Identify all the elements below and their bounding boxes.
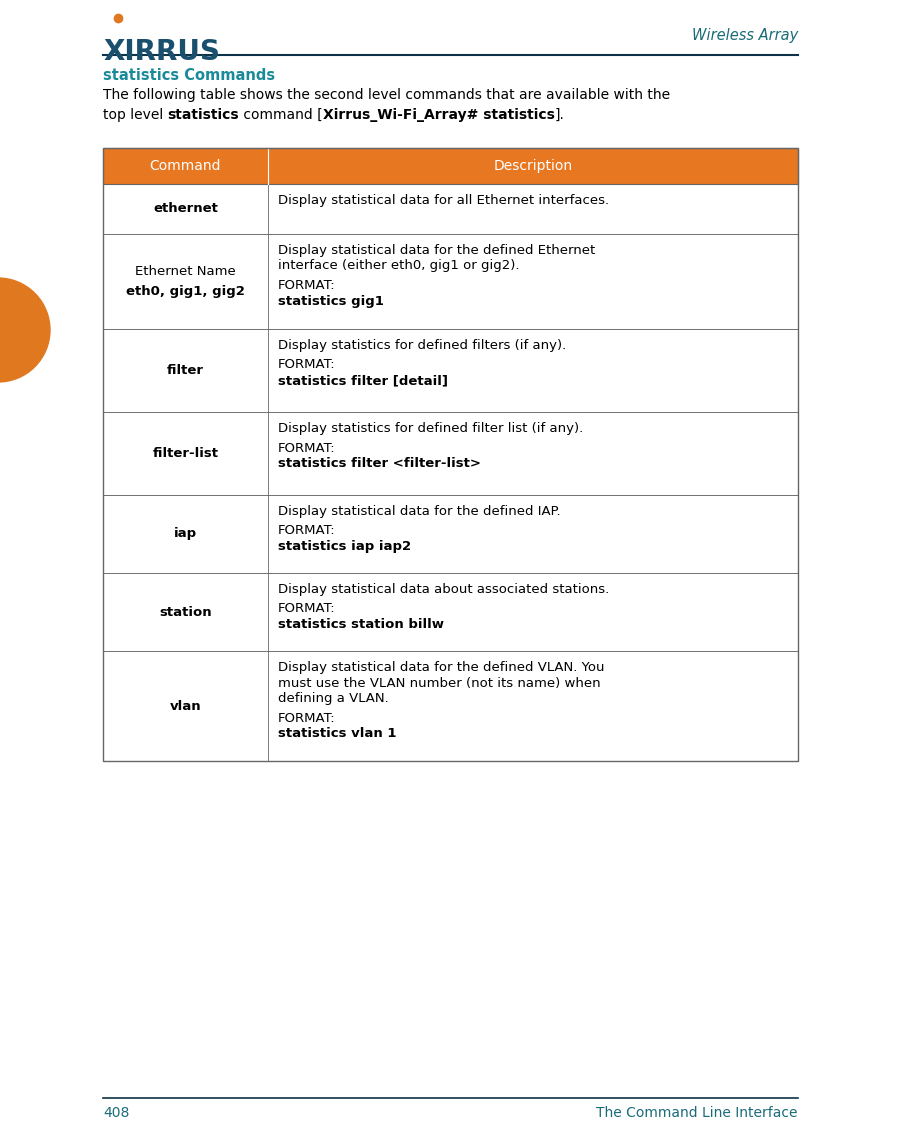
Text: ].: ]. [555,108,565,122]
Text: Display statistical data for all Ethernet interfaces.: Display statistical data for all Etherne… [278,194,609,207]
Text: station: station [159,605,212,619]
Text: FORMAT:: FORMAT: [278,525,336,537]
Text: statistics Commands: statistics Commands [103,68,275,83]
Text: statistics vlan 1: statistics vlan 1 [278,727,396,740]
Text: FORMAT:: FORMAT: [278,712,336,724]
Text: XIRRUS: XIRRUS [103,39,220,66]
Text: filter-list: filter-list [152,448,219,460]
Bar [103,495,798,573]
Text: must use the VLAN number (not its name) when: must use the VLAN number (not its name) … [278,676,601,690]
Text: Ethernet Name: Ethernet Name [135,265,236,278]
Text: Display statistical data for the defined IAP.: Display statistical data for the defined… [278,505,560,518]
Text: Display statistics for defined filters (if any).: Display statistics for defined filters (… [278,339,566,352]
Text: FORMAT:: FORMAT: [278,279,336,292]
Text: Command: Command [150,159,222,173]
Bar [103,412,798,495]
Bar [103,573,798,651]
Text: vlan: vlan [169,699,201,713]
Circle shape [0,278,50,382]
Text: filter: filter [167,364,204,377]
Text: The following table shows the second level commands that are available with the: The following table shows the second lev… [103,88,670,102]
Text: 408: 408 [103,1106,130,1121]
Bar [103,651,798,761]
Text: statistics iap iap2: statistics iap iap2 [278,540,411,553]
Bar [103,148,798,184]
Text: Display statistical data for the defined VLAN. You: Display statistical data for the defined… [278,661,605,674]
Text: statistics gig1: statistics gig1 [278,295,384,307]
Text: statistics filter [detail]: statistics filter [detail] [278,374,448,387]
Text: iap: iap [174,528,197,540]
Bar [103,148,798,761]
Text: Wireless Array: Wireless Array [692,28,798,43]
Text: ethernet: ethernet [153,203,218,215]
Text: defining a VLAN.: defining a VLAN. [278,692,388,705]
Text: FORMAT:: FORMAT: [278,442,336,454]
Bar [103,329,798,412]
Text: Display statistical data for the defined Ethernet: Display statistical data for the defined… [278,244,596,257]
Text: Description: Description [494,159,572,173]
Text: eth0, gig1, gig2: eth0, gig1, gig2 [126,286,245,298]
Text: statistics station billw: statistics station billw [278,617,444,631]
Text: top level: top level [103,108,168,122]
Text: FORMAT:: FORMAT: [278,603,336,615]
Text: The Command Line Interface: The Command Line Interface [596,1106,798,1121]
Bar [103,235,798,329]
Bar [103,184,798,235]
Text: FORMAT:: FORMAT: [278,358,336,372]
Text: statistics filter <filter-list>: statistics filter <filter-list> [278,457,481,470]
Text: Display statistical data about associated stations.: Display statistical data about associate… [278,583,609,596]
Text: Xirrus_Wi-Fi_Array# statistics: Xirrus_Wi-Fi_Array# statistics [323,108,555,122]
Text: statistics: statistics [168,108,240,122]
Text: Display statistics for defined filter list (if any).: Display statistics for defined filter li… [278,421,583,435]
Text: command [: command [ [240,108,323,122]
Text: interface (either eth0, gig1 or gig2).: interface (either eth0, gig1 or gig2). [278,259,520,273]
